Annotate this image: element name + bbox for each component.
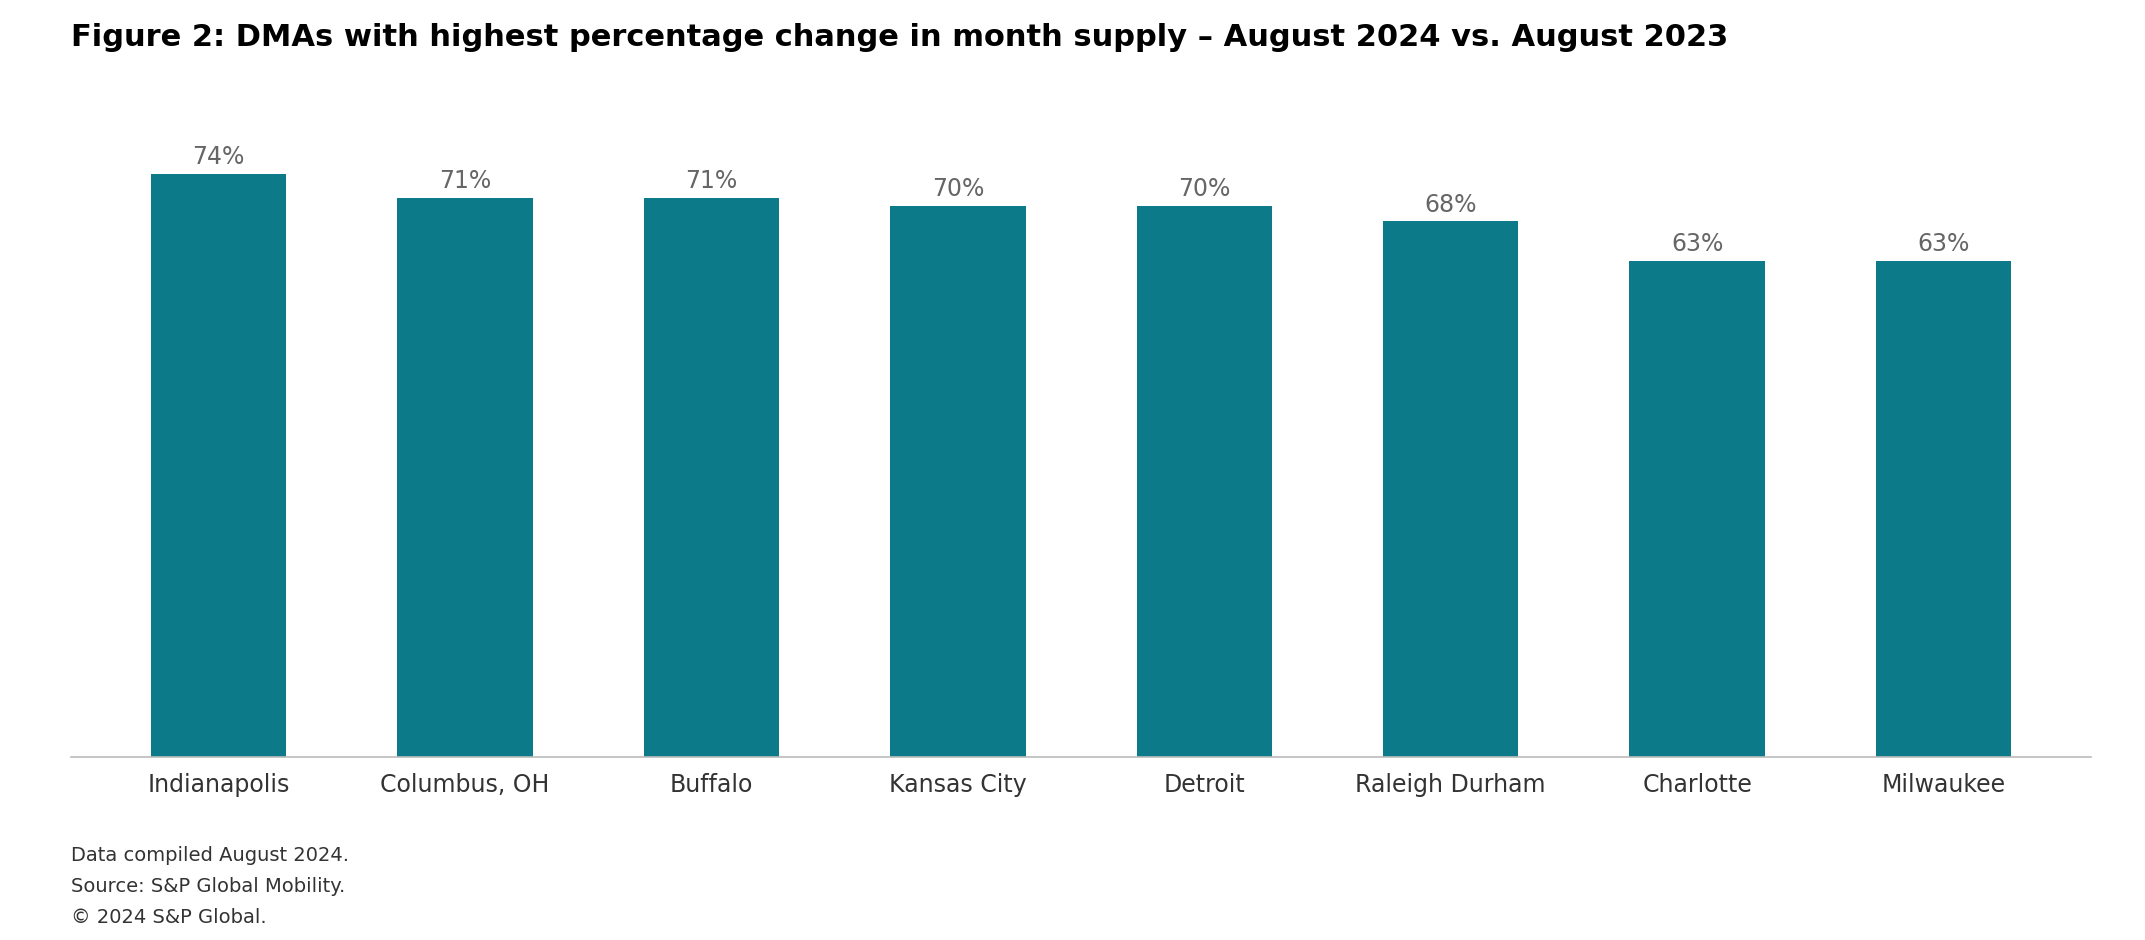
Text: 63%: 63% <box>1671 232 1722 256</box>
Text: 68%: 68% <box>1424 193 1478 216</box>
Text: © 2024 S&P Global.: © 2024 S&P Global. <box>71 908 266 927</box>
Text: 71%: 71% <box>686 169 738 193</box>
Bar <box>1630 260 1765 757</box>
Text: 70%: 70% <box>1178 177 1231 201</box>
Bar <box>1384 222 1519 757</box>
Bar <box>890 206 1025 757</box>
Bar <box>644 197 779 757</box>
Bar <box>150 174 287 757</box>
Text: 63%: 63% <box>1918 232 1969 256</box>
Text: Figure 2: DMAs with highest percentage change in month supply – August 2024 vs. : Figure 2: DMAs with highest percentage c… <box>71 24 1729 53</box>
Bar <box>1137 206 1272 757</box>
Text: 70%: 70% <box>931 177 985 201</box>
Text: Data compiled August 2024.: Data compiled August 2024. <box>71 846 350 865</box>
Bar <box>397 197 532 757</box>
Text: 71%: 71% <box>440 169 491 193</box>
Text: 74%: 74% <box>193 146 245 169</box>
Text: Source: S&P Global Mobility.: Source: S&P Global Mobility. <box>71 877 345 896</box>
Bar <box>1875 260 2012 757</box>
